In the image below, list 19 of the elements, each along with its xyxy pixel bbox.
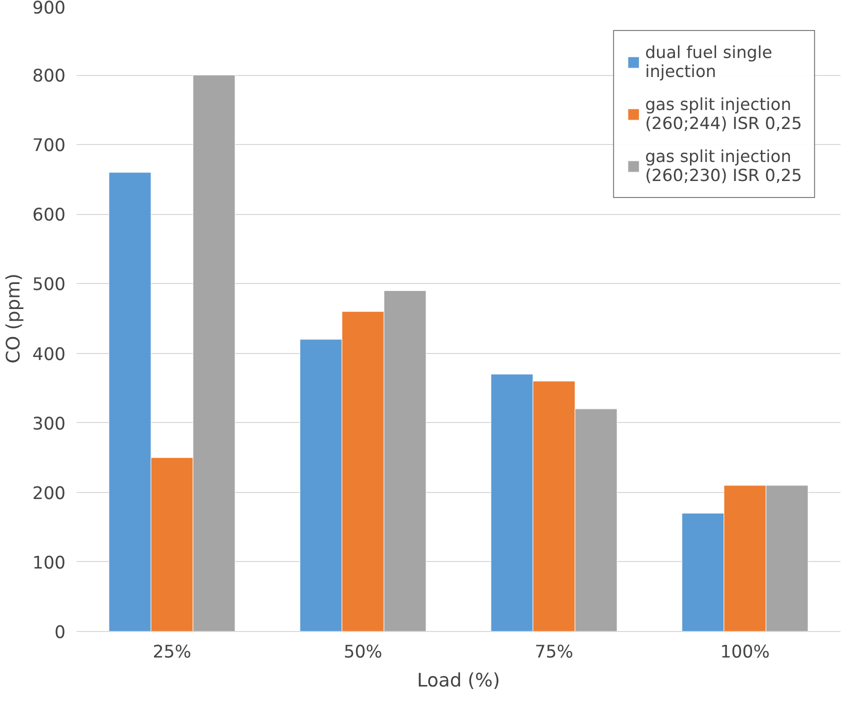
x-tick-label: 25% (152, 642, 192, 662)
y-tick-label: 100 (32, 553, 66, 574)
legend-label: gas split injection (260;230) ISR 0,25 (645, 147, 802, 185)
y-tick-label: 800 (32, 66, 66, 87)
y-tick-label: 700 (32, 136, 66, 156)
x-axis-title: Load (%) (417, 670, 500, 692)
y-tick-label: 600 (32, 206, 66, 226)
y-tick-label: 500 (32, 275, 66, 296)
y-axis-title: CO (ppm) (3, 273, 24, 364)
y-tick-label: 300 (32, 414, 66, 434)
x-tick-label: 100% (720, 642, 770, 662)
x-tick-label: 75% (534, 642, 574, 662)
y-tick-label: 200 (32, 484, 66, 504)
x-tick-label: 50% (344, 642, 382, 662)
y-tick-label: 0 (54, 623, 66, 643)
legend-label: gas split injection (260;244) ISR 0,25 (645, 95, 802, 133)
y-tick-label: 900 (32, 0, 66, 18)
legend-label: dual fuel single injection (645, 43, 772, 81)
y-tick-label: 400 (32, 344, 66, 365)
